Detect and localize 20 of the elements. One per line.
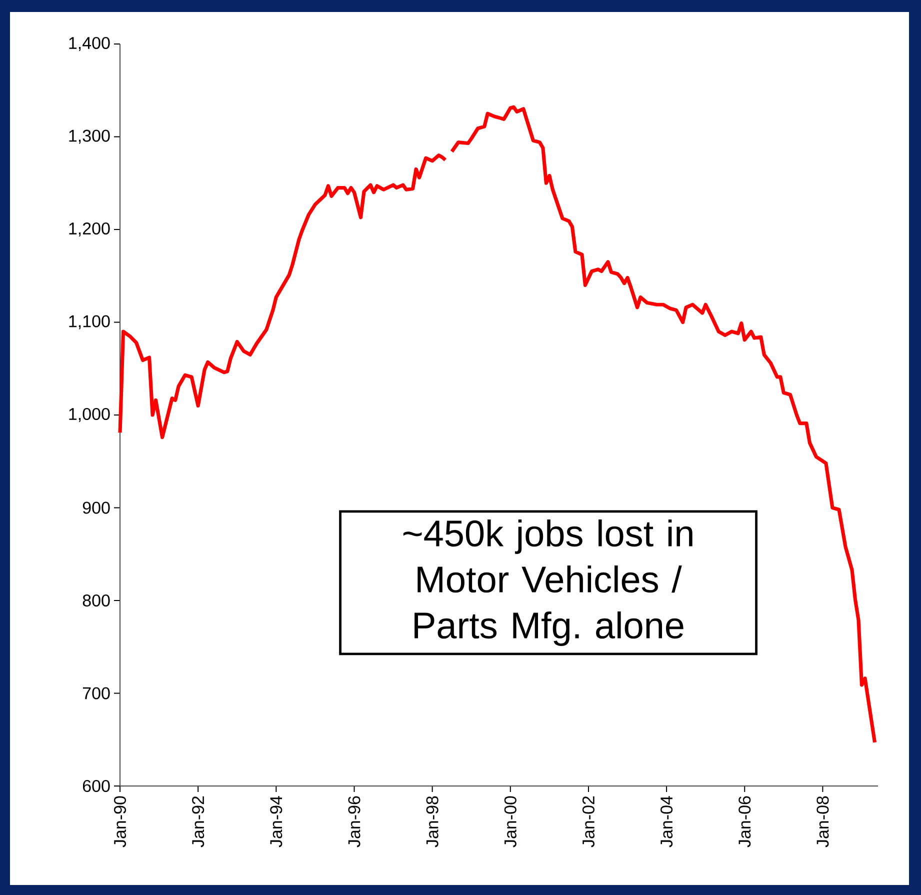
x-tick-label: Jan-90 (114, 796, 126, 848)
x-tick-label: Jan-08 (816, 796, 829, 848)
x-tick-label: Jan-02 (582, 796, 594, 848)
x-tick-label: Jan-92 (192, 796, 204, 848)
y-tick-label: 1,000 (69, 408, 110, 422)
y-tick-label: 1,200 (69, 222, 110, 237)
y-tick-label: 1,400 (69, 36, 110, 52)
y-tick-label: 800 (82, 594, 110, 607)
y-tick-label: 1,100 (69, 315, 110, 330)
x-tick-label: Jan-06 (738, 796, 751, 848)
y-tick-label: 700 (82, 687, 110, 700)
x-tick-label: Jan-98 (426, 796, 438, 848)
x-tick-label: Jan-00 (504, 796, 516, 848)
y-tick-label: 600 (82, 780, 110, 792)
x-tick-label: Jan-04 (660, 796, 673, 848)
x-tick-label: Jan-94 (270, 796, 282, 848)
annotation: ~450k jobs lost in Motor Vehicles / Parts Mfg. alone (403, 519, 692, 646)
y-tick-label: 900 (82, 502, 110, 514)
y-tick-label: 1,300 (69, 130, 110, 144)
x-tick-label: Jan-96 (348, 796, 360, 848)
